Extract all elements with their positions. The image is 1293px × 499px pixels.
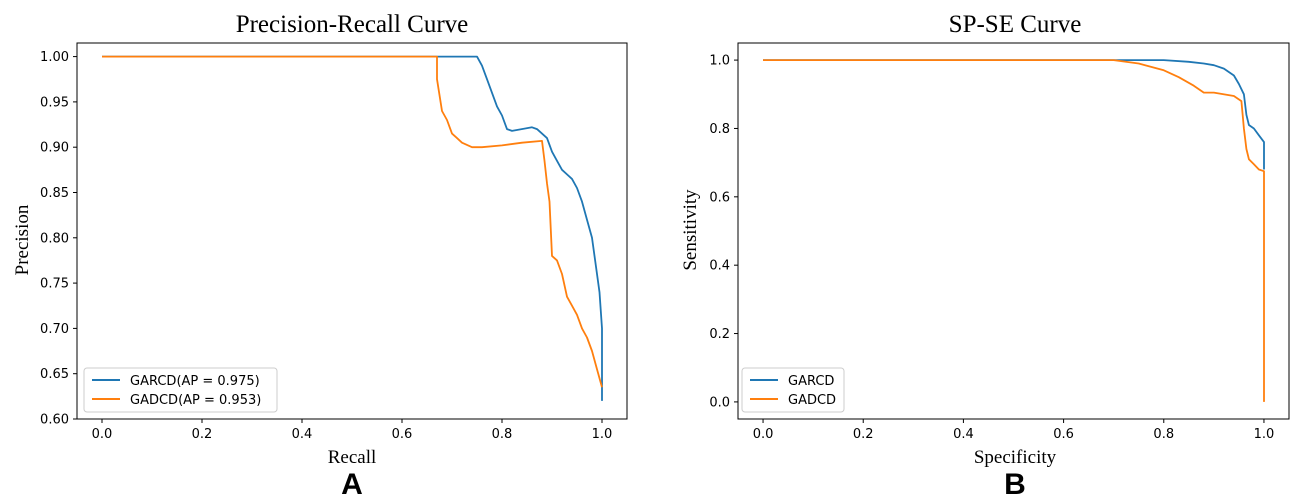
panel-a-ytick-label: 0.80: [40, 231, 69, 246]
panel-b-series-line-2: [763, 59, 1265, 402]
panel-a-title: Precision-Recall Curve: [236, 11, 469, 38]
panel-b-series: [763, 59, 1265, 402]
panel-b-xlabel: Specificity: [974, 447, 1057, 468]
panel-a-xtick-label: 0.2: [192, 427, 213, 442]
panel-a-legend-box: [83, 367, 278, 413]
panel-a-legend: GARCD(AP = 0.975) GADCD(AP = 0.953): [83, 367, 278, 413]
panel-b-legend-label-1: GARCD: [788, 374, 834, 389]
panel-a-xlabel: Recall: [328, 447, 377, 468]
panel-a-ytick-label: 0.85: [40, 186, 69, 201]
panel-b-ytick-label: 0.2: [709, 327, 730, 342]
panel-b-xtick-label: 0.0: [753, 427, 774, 442]
panel-b-sp-se: SP-SE Curve Specificity Sensitivity B 0.…: [680, 11, 1290, 499]
panel-b-xtick-label: 0.8: [1153, 427, 1174, 442]
panel-a-ytick-label: 0.90: [40, 141, 69, 156]
panel-b-ylabel: Sensitivity: [680, 189, 701, 271]
panel-b-ytick-label: 1.0: [709, 54, 730, 69]
panel-a-xtick-label: 1.0: [592, 427, 613, 442]
panel-a-precision-recall: Precision-Recall Curve Recall Precision …: [12, 11, 628, 499]
panel-b-ytick-label: 0.4: [709, 259, 730, 274]
panel-b-ticks: 0.0 0.2 0.4 0.6 0.8 1.0 0.0 0.2 0.4 0.6 0.8 1.0: [709, 54, 1274, 442]
panel-b-xtick-label: 0.4: [953, 427, 974, 442]
panel-a-ytick-label: 0.75: [40, 277, 69, 292]
panel-a-legend-label-2: GADCD(AP = 0.953): [130, 393, 261, 408]
panel-a-axes-frame: [76, 42, 628, 420]
panel-a-xtick-label: 0.4: [292, 427, 313, 442]
panel-b-legend-label-2: GADCD: [788, 393, 836, 408]
panel-a-series-line-1: [102, 55, 603, 401]
panel-a-ticks: 0.0 0.2 0.4 0.6 0.8 1.0 0.60 0.65 0.70 0.75 0.80 0.…: [40, 50, 612, 442]
panel-a-xtick-label: 0.8: [492, 427, 513, 442]
panel-b-xtick-label: 0.6: [1053, 427, 1074, 442]
panel-a-series: [102, 55, 603, 401]
panel-a-ytick-label: 0.65: [40, 367, 69, 382]
panel-b-series-line-1: [763, 59, 1265, 170]
panel-b-ytick-label: 0.6: [709, 190, 730, 205]
panel-a-ylabel: Precision: [12, 204, 33, 275]
panel-a-letter: A: [341, 468, 363, 499]
panel-b-legend: GARCD GADCD: [741, 367, 845, 413]
panel-a-ytick-label: 1.00: [40, 50, 69, 65]
panel-b-title: SP-SE Curve: [949, 11, 1082, 38]
panel-b-ytick-label: 0.8: [709, 122, 730, 137]
panel-b-letter: B: [1004, 468, 1026, 499]
panel-a-xtick-label: 0.0: [92, 427, 113, 442]
panel-a-ytick-label: 0.95: [40, 95, 69, 110]
panel-a-ytick-label: 0.70: [40, 322, 69, 337]
panel-b-ytick-label: 0.0: [709, 395, 730, 410]
panel-a-series-line-2: [102, 55, 603, 388]
panel-b-axes-frame: [737, 42, 1290, 420]
panel-a-xtick-label: 0.6: [392, 427, 413, 442]
panel-b-xtick-label: 0.2: [853, 427, 874, 442]
panel-a-ytick-label: 0.60: [40, 413, 69, 428]
panel-a-legend-label-1: GARCD(AP = 0.975): [130, 374, 260, 389]
panel-b-xtick-label: 1.0: [1254, 427, 1275, 442]
